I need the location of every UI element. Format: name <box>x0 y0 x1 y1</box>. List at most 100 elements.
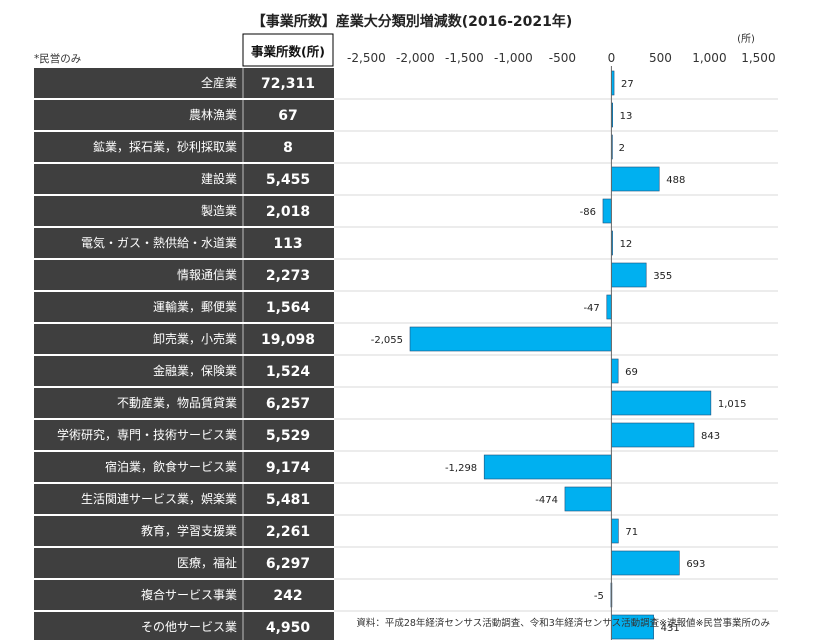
table-row <box>34 100 334 130</box>
category-label: 不動産業，物品賃貸業 <box>117 395 237 410</box>
table-row <box>34 132 334 162</box>
data-label: -86 <box>580 207 596 218</box>
bar <box>483 454 612 480</box>
category-label: 複合サービス事業 <box>141 587 237 602</box>
bar <box>611 518 619 544</box>
table-row <box>34 516 334 546</box>
table-header: 事業所数(所) <box>251 44 325 59</box>
x-tick-label: -1,500 <box>445 51 484 65</box>
data-label: 488 <box>666 175 685 186</box>
bar <box>611 614 654 640</box>
data-label: 1,015 <box>718 399 747 410</box>
table-row <box>34 452 334 482</box>
table-row <box>34 164 334 194</box>
table-row <box>34 228 334 258</box>
data-label: 2 <box>619 143 625 154</box>
bar <box>611 390 712 416</box>
count-value: 2,261 <box>266 524 310 540</box>
count-value: 4,950 <box>266 620 311 636</box>
chart-rows: 全産業 72,311 27 農林漁業 67 13 鉱業，採石業，砂利採取業 8 2 建設業 5,45… <box>34 68 778 640</box>
count-value: 5,455 <box>266 172 310 188</box>
x-axis-ticks: -2,500 -2,000 -1,500 -1,000 -500 0 500 1,000 1,5… <box>347 51 776 65</box>
category-label: 製造業 <box>201 204 237 218</box>
table-row <box>34 484 334 514</box>
category-label: 農林漁業 <box>189 108 237 122</box>
data-label: 843 <box>701 431 720 442</box>
data-label: -2,055 <box>371 335 403 346</box>
table-row <box>34 292 334 322</box>
x-tick-label: 1,500 <box>741 51 775 65</box>
count-value: 1,524 <box>266 364 311 380</box>
category-label: 鉱業，採石業，砂利採取業 <box>93 139 237 154</box>
data-label: 13 <box>620 111 633 122</box>
bar <box>611 422 695 448</box>
table-row <box>34 420 334 450</box>
unit-label: (所) <box>737 33 755 45</box>
note-label: *民営のみ <box>34 52 81 65</box>
count-value: 9,174 <box>266 460 311 476</box>
table-row <box>34 324 334 354</box>
bar <box>611 550 680 576</box>
category-label: 宿泊業，飲食サービス業 <box>105 459 237 474</box>
table-row <box>34 612 334 640</box>
table-row <box>34 548 334 578</box>
count-value: 2,273 <box>266 268 310 284</box>
x-tick-label: 0 <box>608 51 616 65</box>
chart-title: 【事業所数】産業大分類別増減数(2016-2021年) <box>252 13 573 30</box>
data-label: -47 <box>583 303 599 314</box>
bar <box>611 358 619 384</box>
source-note: 資料：平成28年経済センサス活動調査、令和3年経済センサス活動調査※速報値※民営… <box>356 617 770 629</box>
category-label: 電気・ガス・熱供給・水道業 <box>81 235 237 250</box>
count-value: 19,098 <box>261 332 315 348</box>
data-label: -474 <box>535 495 558 506</box>
count-value: 242 <box>273 588 302 604</box>
x-tick-label: 1,000 <box>692 51 726 65</box>
category-label: 全産業 <box>201 75 237 90</box>
data-label: 71 <box>625 527 638 538</box>
count-value: 5,529 <box>266 428 310 444</box>
data-label: 431 <box>661 623 680 634</box>
category-label: 学術研究，専門・技術サービス業 <box>57 427 237 442</box>
category-label: 医療，福祉 <box>177 555 237 570</box>
bar <box>602 198 612 224</box>
count-value: 72,311 <box>261 76 315 92</box>
x-tick-label: -500 <box>549 51 576 65</box>
bar <box>611 166 660 192</box>
table-row <box>34 388 334 418</box>
data-label: 693 <box>686 559 705 570</box>
count-value: 5,481 <box>266 492 310 508</box>
table-row <box>34 356 334 386</box>
data-label: 12 <box>620 239 633 250</box>
bar <box>409 326 612 352</box>
count-value: 67 <box>278 108 297 124</box>
bar <box>564 486 612 512</box>
x-tick-label: -2,000 <box>396 51 435 65</box>
data-label: 69 <box>625 367 638 378</box>
table-row <box>34 196 334 226</box>
count-value: 1,564 <box>266 300 311 316</box>
data-label: 27 <box>621 79 634 90</box>
x-tick-label: -2,500 <box>347 51 386 65</box>
category-label: 卸売業，小売業 <box>153 331 237 346</box>
category-label: 教育，学習支援業 <box>141 523 237 538</box>
category-label: 情報通信業 <box>177 268 237 282</box>
count-value: 8 <box>283 140 293 156</box>
table-row <box>34 260 334 290</box>
x-tick-label: -1,000 <box>494 51 533 65</box>
data-label: -5 <box>594 591 604 602</box>
data-label: 355 <box>653 271 672 282</box>
table-row <box>34 580 334 610</box>
category-label: その他サービス業 <box>141 620 237 634</box>
category-label: 建設業 <box>201 171 237 186</box>
bar <box>606 294 612 320</box>
count-value: 113 <box>273 236 302 252</box>
x-tick-label: 500 <box>649 51 672 65</box>
count-value: 6,257 <box>266 396 310 412</box>
category-label: 運輸業，郵便業 <box>153 299 237 314</box>
bar <box>611 262 647 288</box>
data-label: -1,298 <box>445 463 477 474</box>
table-header-box <box>242 33 334 67</box>
category-label: 金融業，保険業 <box>153 363 237 378</box>
category-label: 生活関連サービス業，娯楽業 <box>81 492 237 506</box>
